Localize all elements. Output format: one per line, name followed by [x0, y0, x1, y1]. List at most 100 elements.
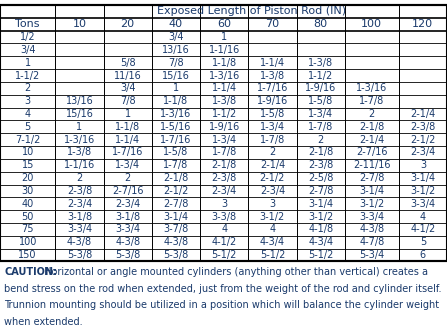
Text: 3: 3: [270, 199, 275, 209]
Text: 4-3/8: 4-3/8: [163, 237, 189, 247]
Text: 5-3/4: 5-3/4: [359, 250, 384, 260]
Text: 7/8: 7/8: [168, 58, 184, 68]
Text: 1-9/16: 1-9/16: [257, 96, 288, 106]
Text: 1-5/8: 1-5/8: [308, 96, 333, 106]
Text: 1: 1: [125, 109, 131, 119]
Text: 2-3/4: 2-3/4: [410, 148, 435, 158]
Text: 2-7/16: 2-7/16: [112, 186, 143, 196]
Text: 7-1/2: 7-1/2: [15, 135, 40, 145]
Text: 1-5/8: 1-5/8: [163, 148, 189, 158]
Text: 3/4: 3/4: [20, 45, 35, 55]
Text: 1-3/8: 1-3/8: [67, 148, 92, 158]
Text: 1-1/8: 1-1/8: [115, 122, 140, 132]
Text: 3: 3: [420, 160, 426, 170]
Text: 3-7/8: 3-7/8: [163, 224, 189, 234]
Text: 2-3/8: 2-3/8: [410, 122, 435, 132]
Text: 1: 1: [76, 122, 83, 132]
Text: 4: 4: [420, 212, 426, 221]
Text: 6: 6: [420, 250, 426, 260]
Text: 120: 120: [412, 19, 434, 29]
Text: 1-3/16: 1-3/16: [160, 109, 192, 119]
Text: 1-7/8: 1-7/8: [359, 96, 384, 106]
Text: 1-1/8: 1-1/8: [211, 58, 237, 68]
Text: 2-1/2: 2-1/2: [163, 186, 189, 196]
Text: 2-7/16: 2-7/16: [356, 148, 388, 158]
Text: 1-9/16: 1-9/16: [305, 83, 336, 93]
Text: 3-1/4: 3-1/4: [410, 173, 435, 183]
Text: 1-7/16: 1-7/16: [160, 135, 192, 145]
Text: 4: 4: [270, 224, 275, 234]
Text: CAUTION:: CAUTION:: [4, 267, 58, 277]
Text: 2-7/8: 2-7/8: [163, 199, 189, 209]
Text: 2-1/8: 2-1/8: [308, 148, 333, 158]
Text: 11/16: 11/16: [114, 71, 142, 80]
Text: 1-1/16: 1-1/16: [209, 45, 240, 55]
Text: 100: 100: [361, 19, 382, 29]
Text: 60: 60: [217, 19, 231, 29]
Text: 75: 75: [21, 224, 34, 234]
Text: 1-5/8: 1-5/8: [260, 109, 285, 119]
Text: 2: 2: [269, 148, 275, 158]
Text: 1-3/16: 1-3/16: [64, 135, 95, 145]
Text: 1-1/4: 1-1/4: [260, 58, 285, 68]
Text: 5-3/8: 5-3/8: [67, 250, 92, 260]
Text: when extended.: when extended.: [4, 317, 83, 327]
Text: 5: 5: [420, 237, 426, 247]
Text: 3-1/4: 3-1/4: [359, 186, 384, 196]
Text: 2: 2: [369, 109, 375, 119]
Text: 3-1/2: 3-1/2: [410, 186, 435, 196]
Text: 1-9/16: 1-9/16: [209, 122, 240, 132]
Text: 2-1/8: 2-1/8: [359, 122, 384, 132]
Text: 2-3/8: 2-3/8: [308, 160, 333, 170]
Text: 1-3/4: 1-3/4: [211, 135, 237, 145]
Text: 2-3/4: 2-3/4: [115, 199, 140, 209]
Text: 100: 100: [18, 237, 37, 247]
Text: 3: 3: [25, 96, 31, 106]
Text: 2: 2: [125, 173, 131, 183]
Text: 5-1/2: 5-1/2: [260, 250, 285, 260]
Text: 3-3/4: 3-3/4: [115, 224, 140, 234]
Text: 1-1/2: 1-1/2: [211, 109, 237, 119]
Text: 2-5/8: 2-5/8: [308, 173, 333, 183]
Text: 13/16: 13/16: [162, 45, 190, 55]
Text: 4: 4: [221, 224, 227, 234]
Text: 2-1/4: 2-1/4: [260, 160, 285, 170]
Text: Exposed Length of Piston Rod (IN): Exposed Length of Piston Rod (IN): [156, 6, 346, 16]
Text: 2-3/4: 2-3/4: [211, 186, 237, 196]
Text: 1-1/16: 1-1/16: [64, 160, 95, 170]
Text: 2-1/2: 2-1/2: [260, 173, 285, 183]
Text: 2-1/2: 2-1/2: [410, 135, 435, 145]
Text: 3-1/8: 3-1/8: [67, 212, 92, 221]
Text: 1-1/8: 1-1/8: [163, 96, 189, 106]
Text: 2: 2: [76, 173, 83, 183]
Text: 20: 20: [121, 19, 135, 29]
Text: 4-1/8: 4-1/8: [308, 224, 333, 234]
Text: 4-1/2: 4-1/2: [211, 237, 237, 247]
Text: 4-7/8: 4-7/8: [359, 237, 384, 247]
Text: 1-5/16: 1-5/16: [160, 122, 192, 132]
Text: 3-1/4: 3-1/4: [308, 199, 333, 209]
Text: 5-3/8: 5-3/8: [163, 250, 189, 260]
Text: 1: 1: [25, 58, 31, 68]
Text: 3: 3: [221, 199, 227, 209]
Text: 15/16: 15/16: [66, 109, 93, 119]
Text: 20: 20: [21, 173, 34, 183]
Text: 1-1/4: 1-1/4: [211, 83, 237, 93]
Text: 2-1/4: 2-1/4: [359, 135, 384, 145]
Text: 1-7/8: 1-7/8: [163, 160, 189, 170]
Text: 4-3/8: 4-3/8: [115, 237, 140, 247]
Text: 1-1/2: 1-1/2: [15, 71, 40, 80]
Text: 1-3/8: 1-3/8: [260, 71, 285, 80]
Text: 50: 50: [21, 212, 34, 221]
Text: 1: 1: [173, 83, 179, 93]
Text: 4: 4: [25, 109, 31, 119]
Text: 3-1/2: 3-1/2: [359, 199, 384, 209]
Text: 1-3/16: 1-3/16: [209, 71, 240, 80]
Text: 1-3/8: 1-3/8: [308, 58, 333, 68]
Text: 1-3/4: 1-3/4: [260, 122, 285, 132]
Text: 1-7/8: 1-7/8: [308, 122, 333, 132]
Text: 1-3/4: 1-3/4: [115, 160, 140, 170]
Text: 150: 150: [18, 250, 37, 260]
Text: 1-1/2: 1-1/2: [308, 71, 333, 80]
Text: 2-3/8: 2-3/8: [67, 186, 92, 196]
